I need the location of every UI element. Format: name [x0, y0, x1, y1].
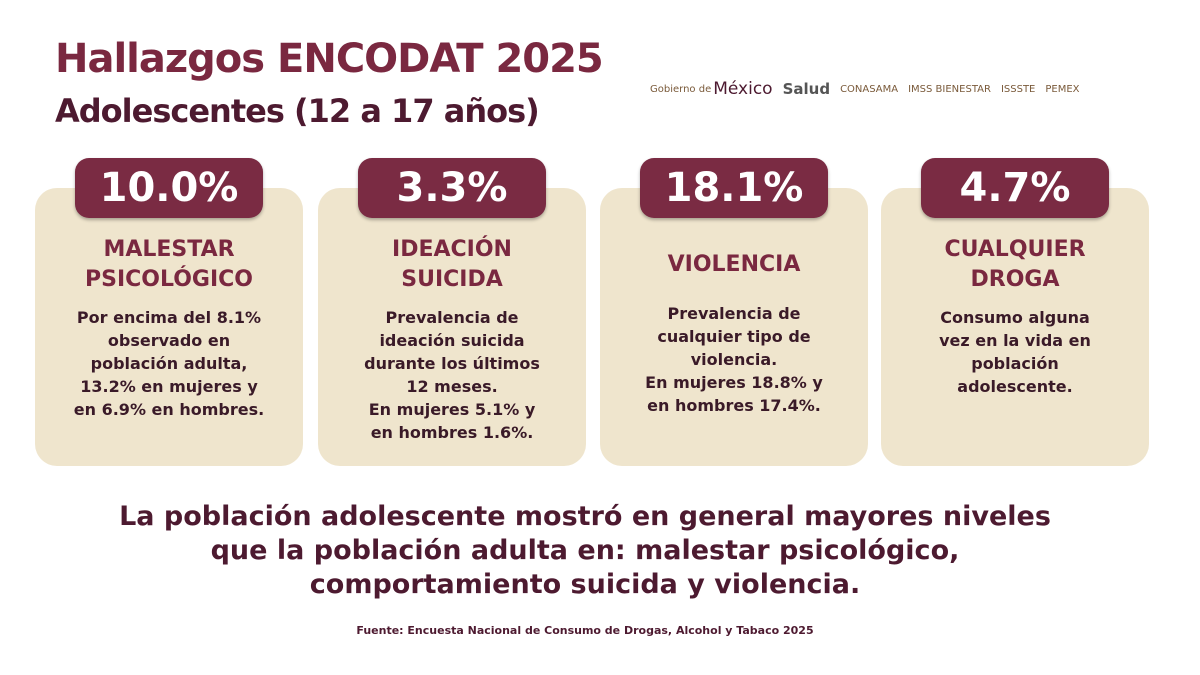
description-line: durante los últimos	[364, 354, 540, 373]
logo-text: México	[713, 79, 773, 99]
logo-strip: Gobierno de México Salud CONASAMA IMSS BIENE…	[650, 74, 1150, 104]
logo-text: CONASAMA	[840, 83, 899, 95]
card-label: VIOLENCIA	[600, 250, 868, 280]
conclusion-line: comportamiento suicida y violencia.	[309, 569, 861, 600]
subtitle: Adolescentes (12 a 17 años)	[55, 92, 540, 130]
value-badge: 4.7%	[921, 158, 1109, 218]
card	[881, 188, 1149, 466]
label-line: DROGA	[970, 267, 1060, 292]
card-description: Prevalencia de ideación suicida durante lo…	[328, 306, 576, 444]
logo-text: IMSS BIENESTAR	[908, 83, 991, 95]
label-line: MALESTAR	[103, 237, 235, 262]
description-line: población	[971, 354, 1059, 373]
value-badge: 10.0%	[75, 158, 263, 218]
logo-text: PEMEX	[1045, 83, 1080, 95]
description-line: en hombres 1.6%.	[370, 423, 534, 442]
card-description: Consumo alguna vez en la vida en población…	[891, 306, 1139, 398]
card	[600, 188, 868, 466]
source: Fuente: Encuesta Nacional de Consumo de …	[356, 624, 814, 637]
description-line: Consumo alguna	[940, 308, 1090, 327]
description-line: Prevalencia de	[667, 304, 801, 323]
card-description: Prevalencia de cualquier tipo de violencia…	[610, 302, 858, 417]
conclusion-line: La población adolescente mostró en gener…	[119, 501, 1051, 532]
description-line: población adulta,	[90, 354, 248, 373]
description-line: cualquier tipo de	[657, 327, 811, 346]
description-line: 12 meses.	[406, 377, 498, 396]
label-line: CUALQUIER	[944, 237, 1086, 262]
label-line: IDEACIÓN	[392, 237, 512, 262]
conclusion-line: que la población adulta en: malestar psi…	[210, 535, 960, 566]
value-badge: 3.3%	[358, 158, 546, 218]
card	[318, 188, 586, 466]
description-line: observado en	[107, 331, 231, 350]
card-label: MALESTAR PSICOLÓGICO	[35, 235, 303, 295]
label-line: SUICIDA	[401, 267, 503, 292]
card-label: CUALQUIER DROGA	[881, 235, 1149, 295]
card	[35, 188, 303, 466]
description-line: en hombres 17.4%.	[647, 396, 821, 415]
label-line: VIOLENCIA	[667, 252, 801, 277]
description-line: en 6.9% en hombres.	[73, 400, 265, 419]
description-line: vez en la vida en	[939, 331, 1091, 350]
logo-text: Gobierno de	[650, 83, 712, 95]
description-line: ideación suicida	[379, 331, 525, 350]
label-line: PSICOLÓGICO	[84, 267, 254, 292]
description-line: Prevalencia de	[385, 308, 519, 327]
description-line: violencia.	[690, 350, 778, 369]
logo-text: Salud	[782, 80, 831, 98]
description-line: En mujeres 18.8% y	[645, 373, 823, 392]
logo-text: ISSSTE	[1000, 83, 1036, 95]
card-description: Por encima del 8.1% observado en población…	[45, 306, 293, 421]
description-line: Por encima del 8.1%	[76, 308, 262, 327]
title: Hallazgos ENCODAT 2025	[55, 36, 604, 82]
value-badge: 18.1%	[640, 158, 828, 218]
description-line: 13.2% en mujeres y	[80, 377, 258, 396]
card-label: IDEACIÓN SUICIDA	[318, 235, 586, 295]
description-line: En mujeres 5.1% y	[368, 400, 536, 419]
description-line: adolescente.	[957, 377, 1073, 396]
conclusion: La población adolescente mostró en gener…	[0, 500, 1170, 602]
